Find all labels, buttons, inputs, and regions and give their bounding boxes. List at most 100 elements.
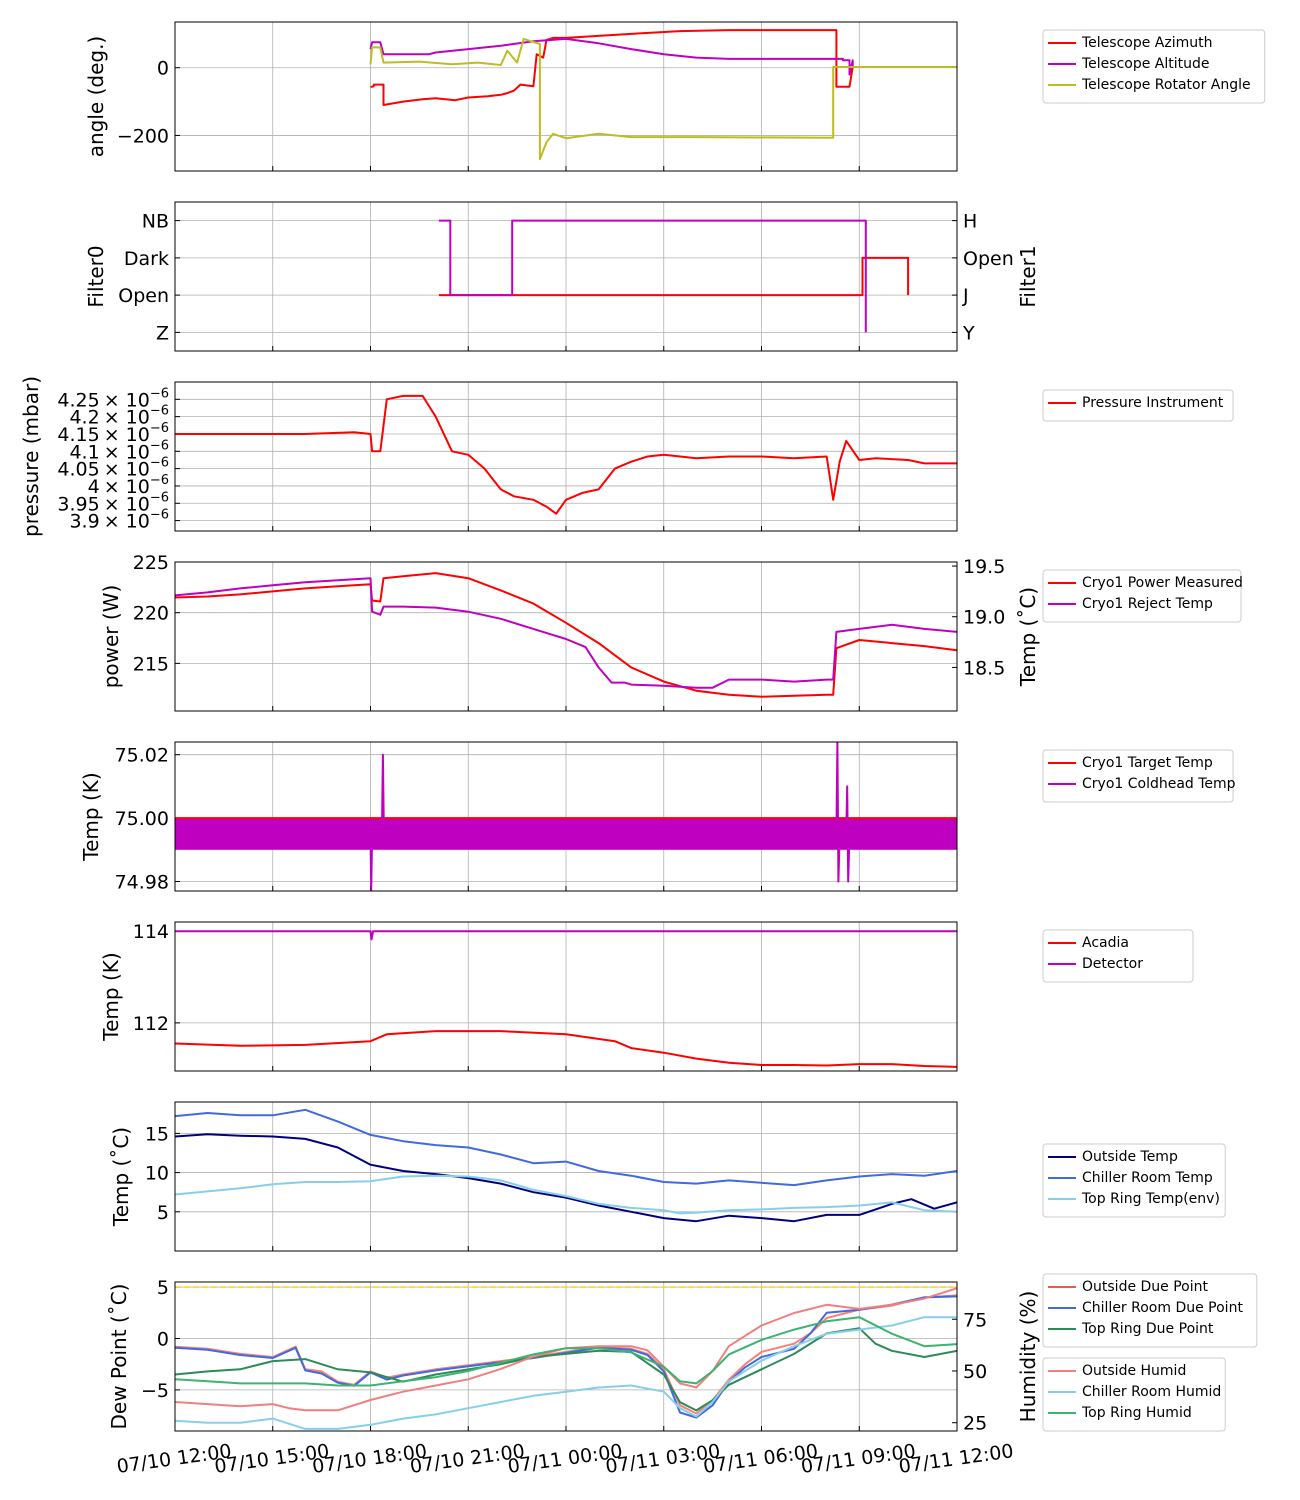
y-tick-superscript: −6 — [150, 473, 169, 488]
y-tick-label: Open — [118, 285, 169, 307]
plot-area — [175, 1286, 957, 1430]
series-line-chiller-room-humid — [175, 1316, 957, 1430]
panel-frame — [174, 1101, 958, 1252]
y-axis-label: Dew Point (˚C) — [107, 1283, 131, 1429]
series-line-outside-due-point — [175, 1294, 957, 1415]
legend-box — [1042, 1143, 1226, 1218]
plot-area — [175, 572, 957, 698]
y-axis-right-label: Temp (˚C) — [1016, 587, 1040, 687]
y-tick-mantissa: 4.25 — [57, 389, 99, 411]
panel-pressure: 4.25 × 10−64.2 × 10−64.15 × 10−64.1 × 10−64.… — [19, 376, 958, 537]
y-tick-label: 215 — [133, 653, 169, 675]
plot-area — [175, 742, 957, 891]
y-tick-label: 4.1 × 10−6 — [69, 438, 169, 463]
legend-pressure: Pressure Instrument — [1042, 389, 1234, 422]
series-line-detector — [175, 930, 957, 941]
legend-cryo_power: Cryo1 Power Measured Cryo1 Reject Temp — [1042, 569, 1243, 623]
y-tick-superscript: −6 — [150, 421, 169, 436]
y-tick-superscript: −6 — [150, 438, 169, 453]
y-tick-label: 15 — [145, 1123, 169, 1145]
y-axis-label: power (W) — [99, 585, 123, 689]
y-tick-label: 0 — [157, 58, 169, 80]
y-tick-label: 114 — [133, 921, 169, 943]
y-tick-label: 112 — [133, 1013, 169, 1035]
legend-env_temp: Outside Temp Chiller Room Temp Top Ring Te… — [1042, 1143, 1226, 1218]
series-line-filter0 — [438, 256, 910, 297]
y-right-tick-label: J — [962, 285, 969, 307]
y-tick-label: 10 — [145, 1163, 169, 1185]
y-tick-superscript: −6 — [150, 490, 169, 505]
y-tick-label: NB — [142, 211, 169, 233]
series-line-top-ring-temp-env- — [175, 1174, 957, 1215]
y-axis-label: pressure (mbar) — [19, 376, 43, 537]
legend-box — [1042, 389, 1234, 422]
legend-entry: Outside Due Point — [1082, 1279, 1209, 1295]
series-line-pressure-instrument — [175, 394, 957, 515]
y-right-tick-label: 19.5 — [963, 556, 1005, 578]
y-tick-label: 0 — [157, 1329, 169, 1351]
y-tick-mantissa: 4.15 — [57, 424, 99, 446]
y-right-tick-label: 19.0 — [963, 607, 1005, 629]
y-tick-exponent: × 10 — [104, 476, 150, 498]
y-tick-label: 4.15 × 10−6 — [57, 421, 169, 446]
y-axis-right-label: Filter1 — [1016, 245, 1040, 307]
legend-entry: Top Ring Temp(env) — [1081, 1191, 1220, 1207]
legend-cryo_temp: Cryo1 Target Temp Cryo1 Coldhead Temp — [1042, 749, 1236, 803]
y-axis-label: Temp (K) — [79, 772, 103, 861]
legend-box — [1042, 569, 1242, 623]
y-tick-label: 3.9 × 10−6 — [69, 508, 169, 533]
legend-telescope: Telescope Azimuth Telescope Altitude Teles… — [1042, 29, 1266, 104]
y-tick-label: 4.25 × 10−6 — [57, 386, 169, 411]
plot-area — [438, 219, 910, 333]
y-tick-mantissa: 3.9 — [69, 511, 99, 533]
y-tick-mantissa: 4.1 — [69, 441, 99, 463]
y-right-tick-label: H — [963, 211, 977, 233]
y-tick-mantissa: 4 — [88, 476, 100, 498]
legend-detector: Acadia Detector — [1042, 929, 1194, 983]
legend-dewpoint: Outside Due Point Chiller Room Due Point T… — [1042, 1273, 1258, 1348]
plot-area — [175, 394, 957, 515]
y-tick-mantissa: 4.2 — [69, 407, 99, 429]
series-line-top-ring-humid — [175, 1316, 957, 1387]
y-tick-superscript: −6 — [150, 456, 169, 471]
y-right-tick-label: 75 — [963, 1309, 987, 1331]
y-axis-label: Filter0 — [84, 245, 108, 307]
legend-entry: Telescope Rotator Angle — [1081, 77, 1251, 93]
y-right-tick-label: Open — [963, 248, 1014, 270]
legend-box — [1042, 29, 1266, 104]
panel-cryo_power: 225 220 215 19.5 19.0 18.5 power (W) Temp (˚C) — [99, 552, 1040, 712]
series-line-telescope-altitude — [369, 37, 957, 76]
y-axis-right-label: Humidity (%) — [1016, 1291, 1040, 1423]
y-right-tick-label: 25 — [963, 1413, 987, 1435]
y-tick-exponent: × 10 — [104, 511, 150, 533]
y-tick-exponent: × 10 — [104, 441, 150, 463]
y-tick-label: −200 — [117, 125, 169, 147]
panel-detector: 114 112 Temp (K) — [99, 921, 958, 1072]
series-line-outside-temp — [175, 1133, 957, 1223]
y-tick-label: 4.05 × 10−6 — [57, 456, 169, 481]
y-tick-exponent: × 10 — [104, 389, 150, 411]
y-tick-label: Dark — [124, 248, 169, 270]
legend-entry: Chiller Room Due Point — [1082, 1300, 1243, 1316]
legend-entry: Cryo1 Power Measured — [1082, 575, 1243, 591]
y-tick-exponent: × 10 — [104, 424, 150, 446]
plot-area — [369, 29, 957, 161]
y-tick-label: 5 — [157, 1277, 169, 1299]
legend-entry: Telescope Azimuth — [1081, 35, 1212, 51]
panel-frame — [174, 201, 958, 352]
legend-entry: Outside Humid — [1082, 1363, 1186, 1379]
y-tick-label: Z — [156, 322, 169, 344]
panel-env_temp: 15 10 5 Temp (˚C) — [109, 1101, 958, 1252]
series-line-chiller-room-temp — [175, 1108, 957, 1187]
series-line-outside-humid — [175, 1287, 957, 1412]
legend-entry: Acadia — [1082, 935, 1129, 951]
plot-area — [175, 1108, 957, 1223]
legend-entry: Telescope Altitude — [1081, 56, 1210, 72]
series-line-cryo1-power-measured — [175, 572, 957, 698]
legend-entry: Top Ring Due Point — [1081, 1321, 1214, 1337]
series-line-cryo1-coldhead-temp — [369, 742, 851, 891]
y-tick-label: 4.2 × 10−6 — [69, 404, 169, 429]
legend-entry: Outside Temp — [1082, 1149, 1178, 1165]
series-line-telescope-azimuth — [370, 29, 957, 106]
